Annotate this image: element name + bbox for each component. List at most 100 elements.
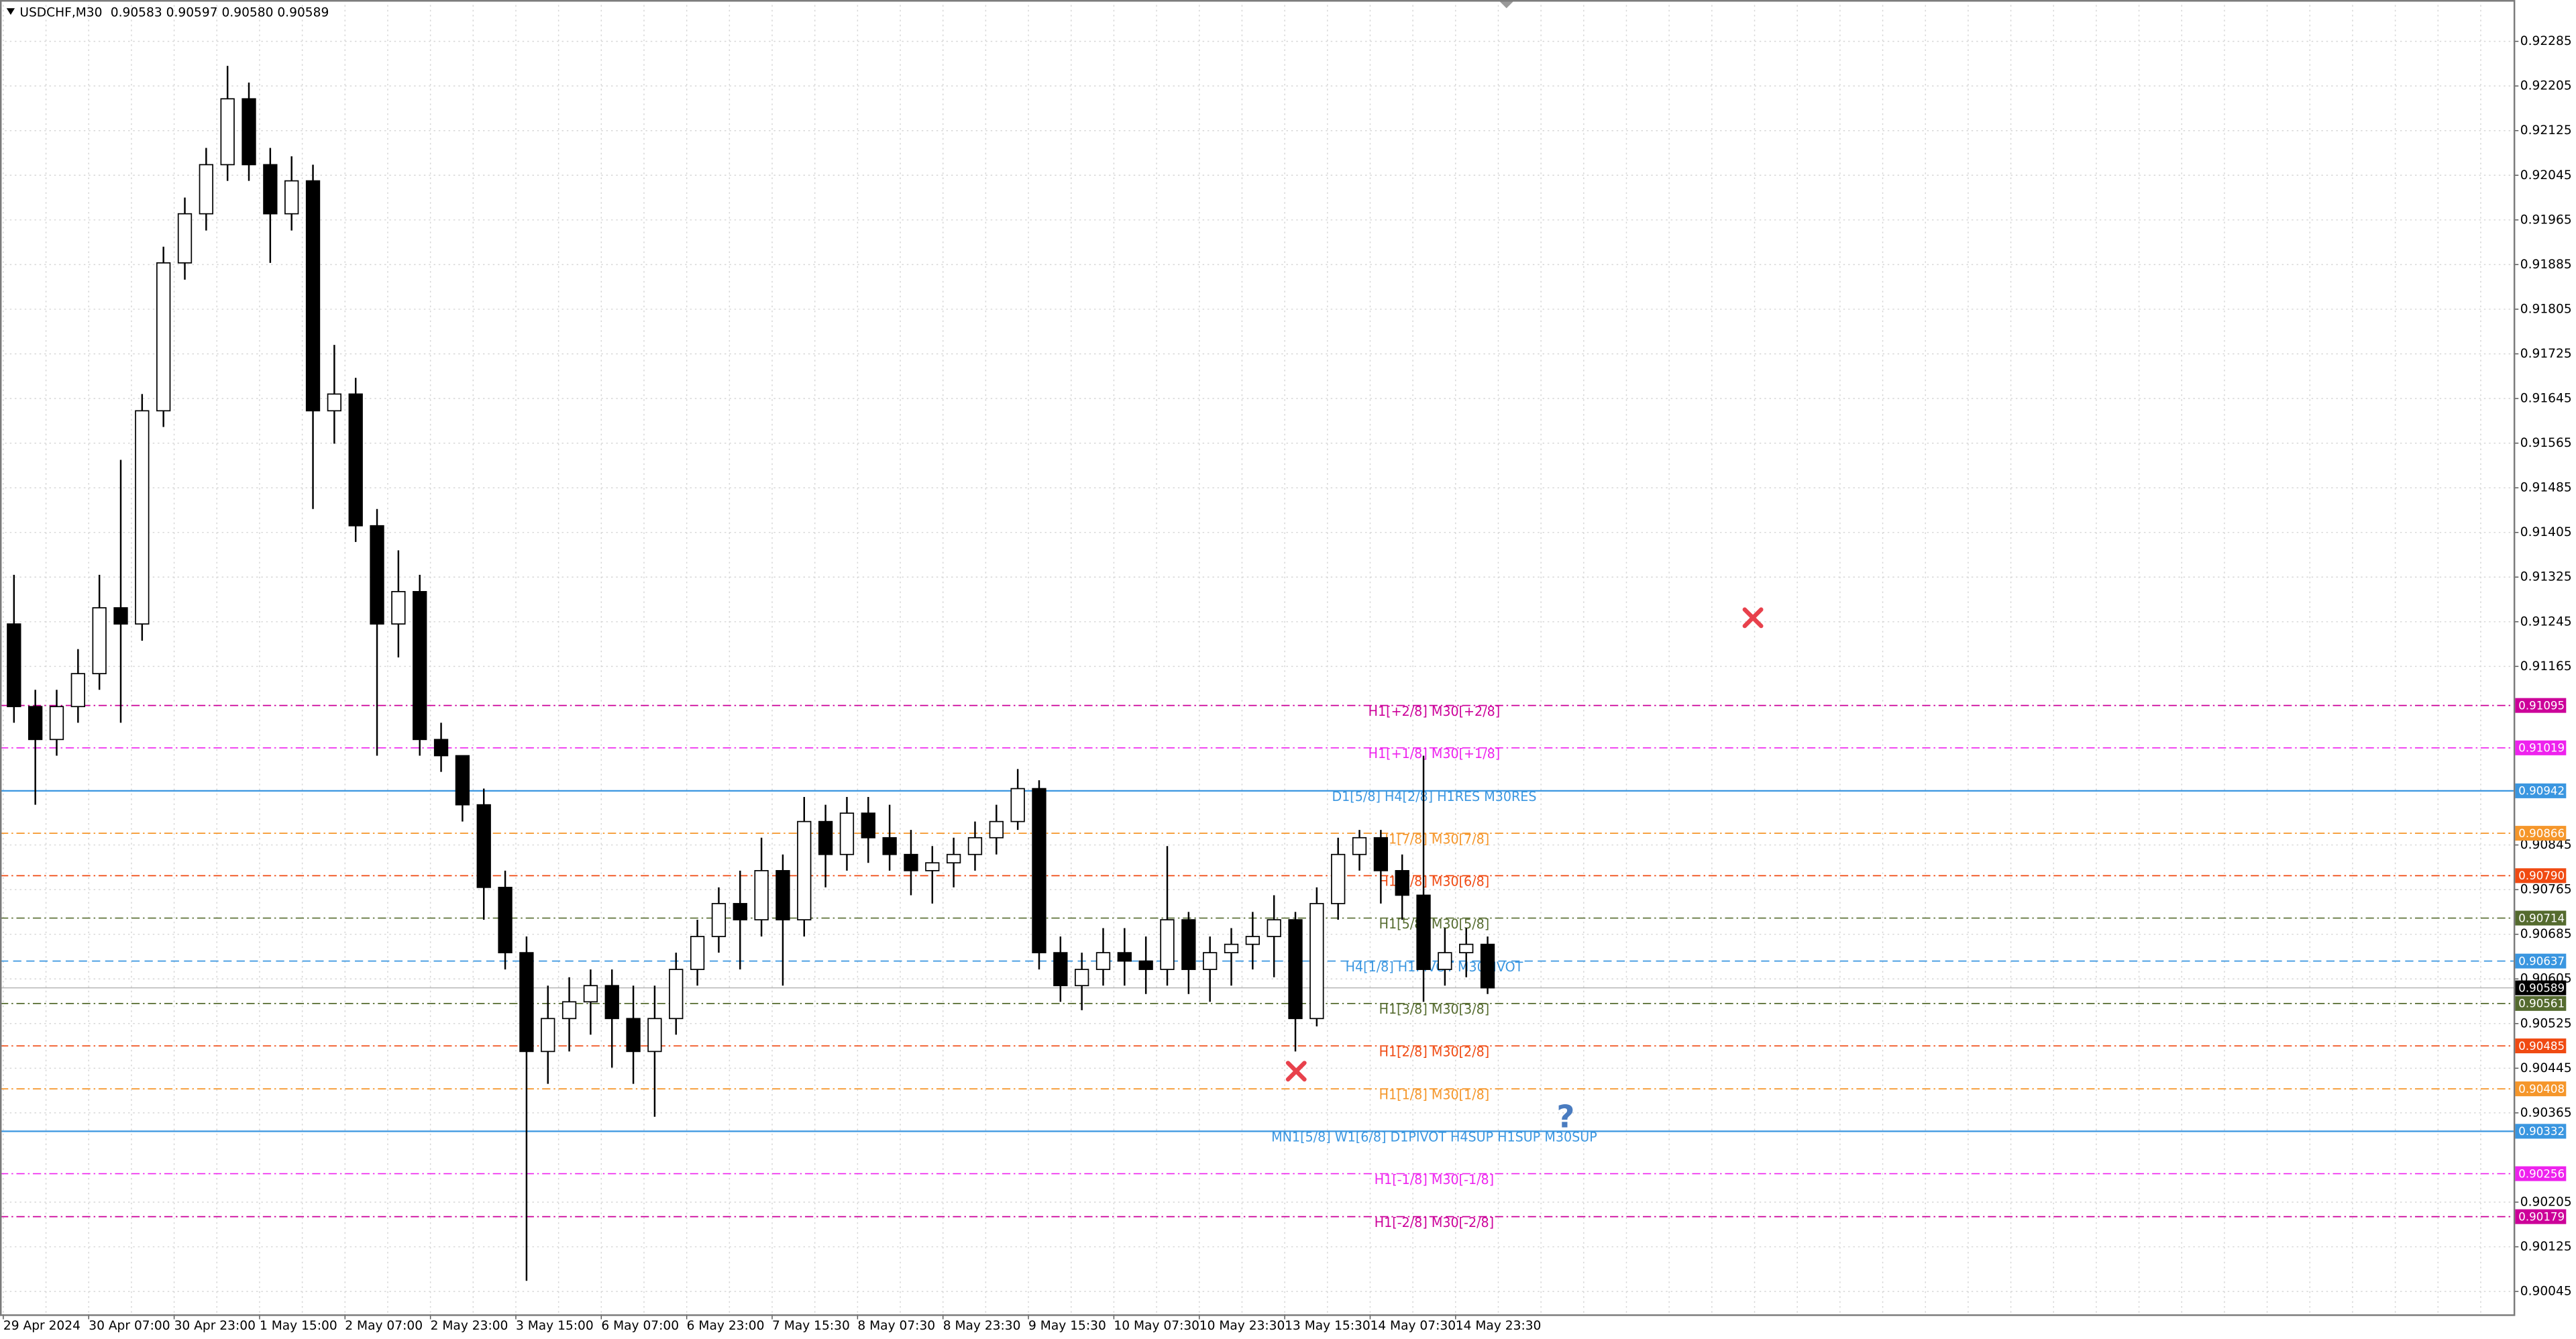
candle-body [967,837,983,855]
price-tag-label: 0.90866 [2518,827,2565,840]
price-tag [2515,826,2567,841]
candle-body [1138,960,1153,970]
price-tag-label: 0.90637 [2518,955,2565,967]
price-tag [2515,996,2567,1011]
candle-body [797,820,812,920]
price-tag [2515,910,2567,926]
y-tick-label: 0.92285 [2520,34,2572,48]
y-tick-label: 0.91885 [2520,258,2572,272]
candle-body [1095,952,1111,970]
x-tick-label: 6 May 23:00 [687,1319,765,1333]
candle-body [583,985,598,1003]
symbol: USDCHF,M30 [19,5,102,19]
candle-body [1395,869,1409,896]
y-tick-label: 0.91405 [2520,525,2572,539]
candle-body [263,164,278,215]
buy-marker [1285,1061,1307,1082]
y-tick-label: 0.91565 [2520,436,2572,450]
candle-body [455,755,470,806]
y-tick-label: 0.91485 [2520,481,2572,495]
candle-body [241,98,256,166]
candle-body [1373,837,1389,871]
x-tick-label: 30 Apr 07:00 [89,1319,170,1333]
x-tick-label: 6 May 07:00 [601,1319,679,1333]
x-tick-label: 7 May 15:30 [772,1319,850,1333]
price-tag [2515,740,2567,755]
candle-body [1438,952,1452,970]
price-tag [2515,953,2567,969]
candles [7,66,1495,1281]
price-tag-label: 0.90589 [2518,981,2565,994]
candle-body [989,820,1004,839]
candle-body [1309,903,1324,1020]
price-tag [2515,698,2567,713]
y-tick-label: 0.92045 [2520,168,2572,182]
plot-border [0,0,2516,1316]
candle-body [49,706,64,741]
candle-body [113,607,128,625]
candle-body [839,812,855,855]
x-tick-label: 1 May 15:00 [260,1319,337,1333]
candle-body [7,623,21,708]
price-tag-label: 0.90714 [2518,912,2565,924]
level-label: H1[1/8] M30[1/8] [1379,1087,1490,1102]
x-tick-label: 13 May 15:30 [1285,1319,1371,1333]
y-tick-label: 0.91965 [2520,213,2572,227]
level-label: H1[+1/8] M30[+1/8] [1368,746,1501,761]
foreground: 0.91095 0.91019 0.90942 0.90866 0.90790 0.907… [2515,698,2567,1224]
price-tag [2515,1166,2567,1181]
candle-body [925,862,940,871]
candle-body [1224,943,1239,953]
candle-body [1075,969,1089,987]
y-tick-label: 0.90125 [2520,1240,2572,1254]
candle-body [348,393,363,527]
level-label: D1[5/8] H4[2/8] H1RES M30RES [1332,789,1536,804]
y-tick-label: 0.91805 [2520,302,2572,316]
price-tag-label: 0.90408 [2518,1083,2565,1095]
candle-body [1160,919,1175,970]
price-tag [2515,868,2567,883]
candle-body [626,1018,641,1053]
candle-body [647,1018,662,1053]
y-tick-label: 0.91325 [2520,570,2572,584]
candle-body [92,607,107,675]
level-label: H1[-1/8] M30[-1/8] [1375,1172,1494,1187]
x-tick-label: 8 May 07:30 [857,1319,935,1333]
y-tick-label: 0.91245 [2520,614,2572,629]
price-tag [2515,783,2567,798]
y-tick-label: 0.90365 [2520,1106,2572,1120]
candle-body [1459,943,1474,953]
level-label: H1[-2/8] M30[-2/8] [1375,1215,1494,1230]
x-tick-label: 2 May 07:00 [345,1319,423,1333]
candle-body [1032,788,1046,953]
candle-body [861,812,875,839]
quote: 0.90583 0.90597 0.90580 0.90589 [111,5,329,19]
x-tick-label: 2 May 23:00 [431,1319,508,1333]
candle-body [327,393,342,412]
price-tag-label: 0.91019 [2518,742,2565,755]
shift-marker [1499,1,1513,9]
x-tick-label: 9 May 15:30 [1028,1319,1106,1333]
price-tag-label: 0.90485 [2518,1040,2565,1053]
y-tick-label: 0.90685 [2520,927,2572,941]
chart-header: USDCHF,M30 0.90583 0.90597 0.90580 0.9058… [19,5,329,19]
candle-body [284,180,299,215]
price-tag-label: 0.90256 [2518,1167,2565,1180]
question-icon: ? [1556,1098,1574,1134]
candle-body [498,886,513,953]
candle-body [604,985,619,1020]
candle-body [1053,952,1068,987]
sell-marker [1742,607,1764,629]
price-tag-label: 0.90942 [2518,785,2565,798]
candle-body [1480,943,1495,989]
candle-body [904,853,918,871]
candle-body [519,952,534,1053]
candle-body [690,936,705,970]
candle-body [541,1018,555,1053]
candle-body [391,591,406,625]
candle-body [1181,919,1196,970]
candle-body [1267,919,1281,937]
y-tick-label: 0.90845 [2520,838,2572,852]
